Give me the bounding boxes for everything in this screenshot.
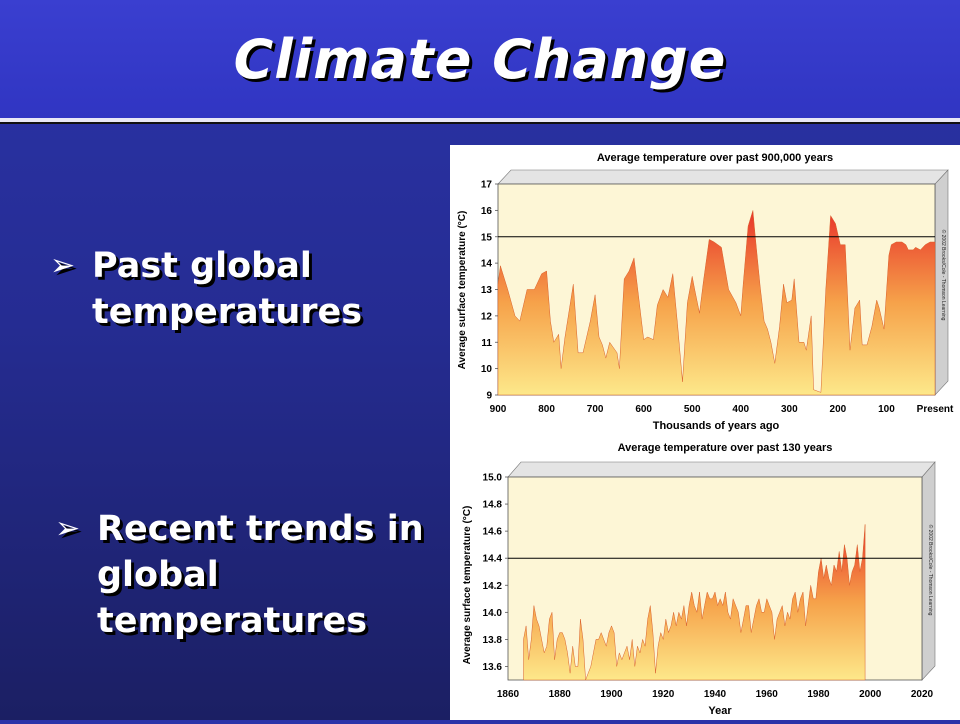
- x-tick-label: 800: [538, 404, 555, 415]
- x-tick-label: 1920: [652, 689, 675, 700]
- x-axis-label: Year: [708, 705, 732, 717]
- bullet-text: Recent trends in global temperatures: [97, 509, 424, 641]
- x-tick-label: 300: [781, 404, 798, 415]
- credit-text: © 2002 Brooks/Cole - Thomson Learning: [940, 230, 947, 321]
- arrow-bullet-icon: ➢: [55, 511, 81, 546]
- charts-svg: Average temperature over past 900,000 ye…: [457, 152, 954, 717]
- plot-top-wall: [507, 461, 936, 478]
- y-tick-label: 13.8: [483, 635, 503, 646]
- x-tick-label: 500: [684, 404, 701, 415]
- y-tick-label: 13.6: [483, 662, 503, 673]
- y-tick-label: 10: [481, 364, 493, 375]
- slide-title: Climate Change: [233, 28, 727, 91]
- y-tick-label: 14: [481, 259, 493, 270]
- x-tick-label: 200: [830, 404, 847, 415]
- x-tick-label: 1980: [807, 689, 830, 700]
- bullet-recent-trends: ➢ Recent trends in global temperatures: [55, 506, 424, 656]
- y-tick-label: 15.0: [483, 473, 503, 484]
- y-tick-label: 11: [481, 338, 492, 349]
- chart-title: Average temperature over past 130 years: [618, 442, 833, 454]
- x-tick-label: 700: [587, 404, 604, 415]
- y-tick-label: 14.0: [483, 608, 503, 619]
- x-tick-label: 1860: [497, 689, 520, 700]
- x-tick-label: 1880: [549, 689, 572, 700]
- chart-title: Average temperature over past 900,000 ye…: [597, 152, 833, 164]
- x-tick-label: 600: [635, 404, 652, 415]
- x-tick-label: 2020: [911, 689, 934, 700]
- x-axis-label: Thousands of years ago: [653, 420, 780, 432]
- chart-900k-years: Average temperature over past 900,000 ye…: [457, 152, 954, 432]
- y-tick-label: 14.2: [483, 581, 503, 592]
- chart-panel: Average temperature over past 900,000 ye…: [450, 145, 960, 720]
- x-tick-label: 1940: [704, 689, 727, 700]
- bullet-text: Past global temperatures: [92, 246, 363, 332]
- bullet-past-temperatures: ➢ Past global temperatures: [50, 243, 410, 343]
- y-tick-label: 12: [481, 311, 493, 322]
- x-tick-label: 1960: [756, 689, 779, 700]
- y-tick-label: 13: [481, 285, 493, 296]
- y-axis-label: Average surface temperature (°C): [457, 211, 468, 370]
- x-tick-label: 900: [490, 404, 507, 415]
- y-axis-label: Average surface temperature (°C): [462, 506, 473, 665]
- y-tick-label: 16: [481, 206, 493, 217]
- y-tick-label: 9: [486, 391, 492, 402]
- y-tick-label: 14.6: [483, 527, 503, 538]
- title-band: [0, 0, 960, 118]
- x-tick-label: 1900: [600, 689, 623, 700]
- plot-top-wall: [497, 169, 949, 185]
- y-tick-label: 17: [481, 180, 493, 191]
- title-divider: [0, 118, 960, 122]
- x-tick-label: 2000: [859, 689, 882, 700]
- temperature-area: [497, 210, 936, 396]
- temperature-area: [523, 524, 866, 681]
- x-tick-label: Present: [917, 404, 954, 415]
- credit-text: © 2002 Brooks/Cole - Thomson Learning: [927, 525, 934, 616]
- x-tick-label: 400: [732, 404, 749, 415]
- y-tick-label: 14.8: [483, 500, 503, 511]
- arrow-bullet-icon: ➢: [50, 248, 76, 283]
- x-tick-label: 100: [878, 404, 895, 415]
- y-tick-label: 15: [481, 232, 493, 243]
- chart-130-years: Average temperature over past 130 years …: [462, 442, 936, 717]
- y-tick-label: 14.4: [483, 554, 503, 565]
